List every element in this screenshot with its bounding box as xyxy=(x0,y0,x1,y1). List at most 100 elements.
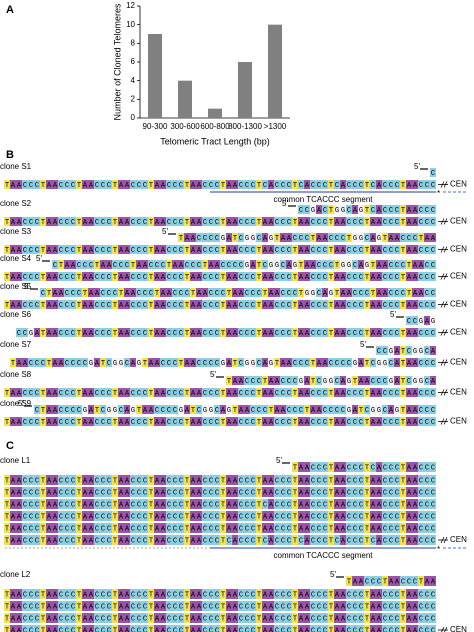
base-cell xyxy=(76,613,82,623)
base-cell xyxy=(106,260,112,269)
base-cell xyxy=(298,499,304,509)
base-cell xyxy=(358,625,364,632)
base-cell xyxy=(370,475,376,485)
base-cell xyxy=(46,288,52,297)
base-cell xyxy=(34,417,40,426)
base-cell xyxy=(322,180,328,189)
base-cell xyxy=(184,601,190,611)
base-cell xyxy=(418,576,424,586)
base-cell xyxy=(40,487,46,497)
base-cell xyxy=(154,523,160,533)
base-cell xyxy=(376,358,382,367)
base-cell xyxy=(184,233,190,242)
base-cell xyxy=(172,613,178,623)
base-cell xyxy=(4,613,10,623)
cen-label: CEN xyxy=(450,535,467,544)
base-cell xyxy=(358,613,364,623)
base-cell xyxy=(370,417,376,426)
base-cell xyxy=(292,288,298,297)
base-cell xyxy=(280,217,286,226)
base-cell xyxy=(268,233,274,242)
base-cell xyxy=(418,316,424,325)
cen-break xyxy=(443,218,448,225)
base-cell xyxy=(298,511,304,521)
base-cell xyxy=(358,499,364,509)
base-cell xyxy=(232,288,238,297)
base-cell xyxy=(94,417,100,426)
base-cell xyxy=(286,300,292,309)
base-cell xyxy=(142,511,148,521)
base-cell xyxy=(202,217,208,226)
sequence-line: CTAACCCTAACCCTAACCCTAACCCTAACCCTAACCCTAA… xyxy=(41,290,435,298)
base-cell xyxy=(298,358,304,367)
base-cell xyxy=(268,613,274,623)
base-cell xyxy=(28,499,34,509)
base-cell xyxy=(64,625,70,632)
base-cell xyxy=(280,613,286,623)
base-cell xyxy=(118,217,124,226)
base-cell xyxy=(268,475,274,485)
base-cell xyxy=(316,462,322,472)
base-cell xyxy=(106,625,112,632)
base-cell xyxy=(310,217,316,226)
base-cell xyxy=(286,328,292,337)
base-cell xyxy=(310,233,316,242)
base-cell xyxy=(298,217,304,226)
base-cell xyxy=(388,272,394,281)
base-cell xyxy=(346,233,352,242)
base-cell xyxy=(112,328,118,337)
base-cell xyxy=(406,245,412,254)
base-cell xyxy=(130,625,136,632)
base-cell xyxy=(10,388,16,397)
base-cell xyxy=(202,487,208,497)
base-cell xyxy=(46,358,52,367)
base-cell xyxy=(52,358,58,367)
base-cell xyxy=(430,388,436,397)
base-cell xyxy=(70,288,76,297)
base-cell xyxy=(292,625,298,632)
base-cell xyxy=(352,376,358,385)
base-cell xyxy=(394,487,400,497)
base-cell xyxy=(364,511,370,521)
base-cell xyxy=(430,328,436,337)
base-cell xyxy=(40,300,46,309)
base-cell xyxy=(250,288,256,297)
base-cell xyxy=(412,462,418,472)
base-cell xyxy=(322,233,328,242)
base-cell xyxy=(226,260,232,269)
base-cell xyxy=(334,499,340,509)
base-cell xyxy=(322,205,328,214)
base-cell xyxy=(328,462,334,472)
base-cell xyxy=(106,358,112,367)
base-cell xyxy=(364,205,370,214)
base-cell xyxy=(400,625,406,632)
base-cell xyxy=(172,288,178,297)
base-cell xyxy=(394,601,400,611)
sequence-line: CTAACCCTAACCCTAACCCTAACCCTAACCCCGATCGGCA… xyxy=(53,262,435,270)
base-cell xyxy=(304,613,310,623)
base-cell xyxy=(166,499,172,509)
base-cell xyxy=(34,487,40,497)
base-cell xyxy=(364,180,370,189)
base-cell xyxy=(268,272,274,281)
base-cell xyxy=(346,462,352,472)
base-cell xyxy=(388,245,394,254)
base-cell xyxy=(142,523,148,533)
base-cell xyxy=(430,288,436,297)
base-cell xyxy=(220,405,226,414)
base-cell xyxy=(190,217,196,226)
base-cell xyxy=(166,272,172,281)
base-cell xyxy=(400,523,406,533)
base-cell xyxy=(160,511,166,521)
sequence-line: CCGAG xyxy=(407,318,435,326)
base-cell xyxy=(346,487,352,497)
base-cell xyxy=(94,487,100,497)
base-cell xyxy=(412,328,418,337)
base-cell xyxy=(340,499,346,509)
base-cell xyxy=(226,535,232,545)
base-cell xyxy=(238,535,244,545)
base-cell xyxy=(136,487,142,497)
base-cell xyxy=(226,245,232,254)
base-cell xyxy=(250,217,256,226)
base-cell xyxy=(28,300,34,309)
